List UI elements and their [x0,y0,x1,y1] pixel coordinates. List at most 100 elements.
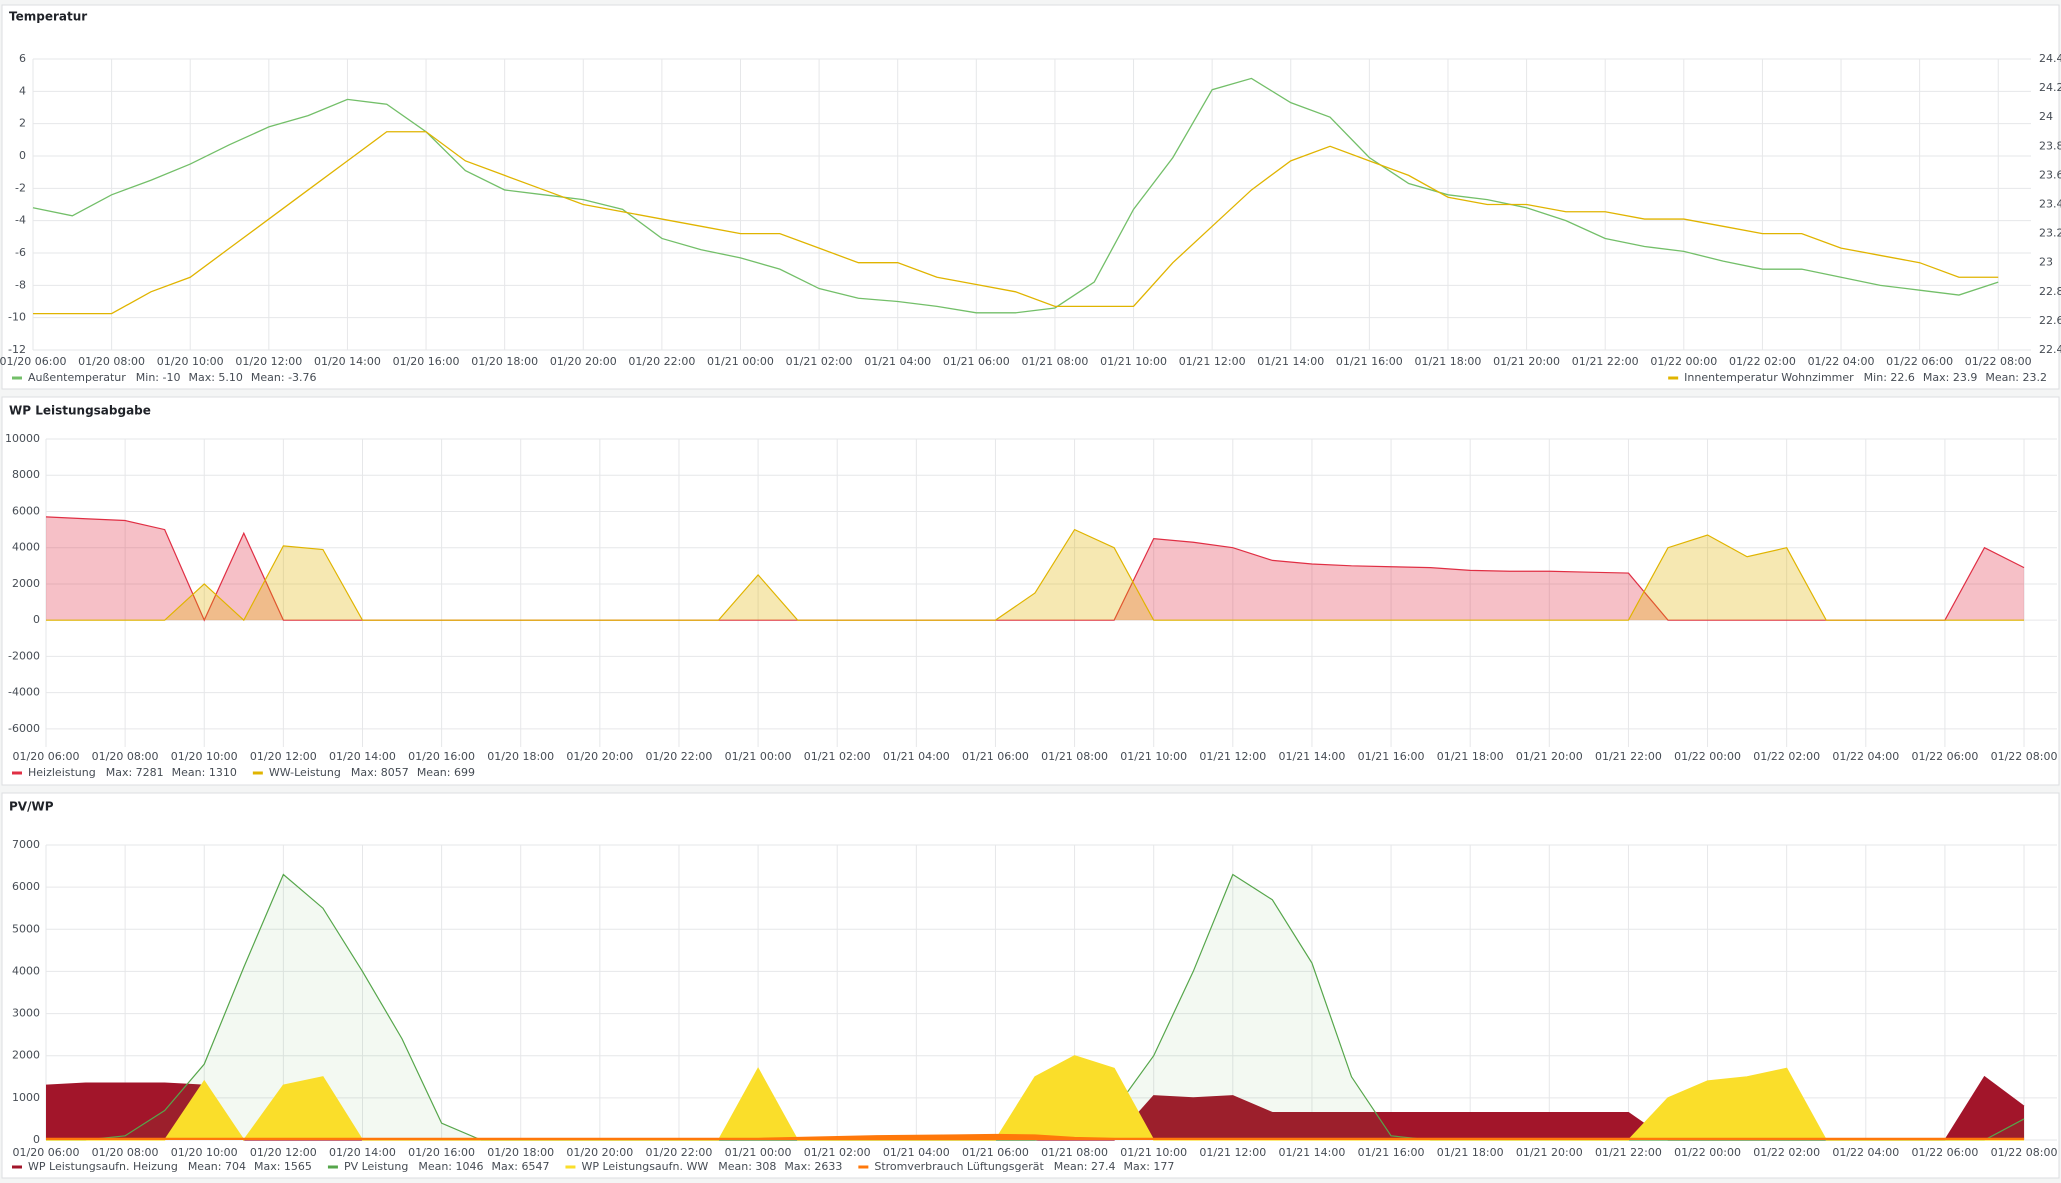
y2-tick-label: 23 [2039,256,2053,269]
x-tick-label: 01/22 00:00 [1674,1146,1741,1159]
x-tick-label: 01/21 12:00 [1179,355,1246,368]
y-tick-label: 3000 [12,1007,40,1020]
legend-stat: Min: 22.6 [1864,371,1915,384]
x-tick-label: 01/21 14:00 [1257,355,1324,368]
legend-stat: Max: 8057 [351,766,409,779]
x-tick-label: 01/21 20:00 [1516,1146,1583,1159]
panel [1,4,2060,390]
x-tick-label: 01/22 06:00 [1911,750,1978,763]
series-line [32,77,1999,314]
y-tick-label: 6000 [12,504,40,517]
y-tick-label: -4 [15,214,26,227]
legend-stat: Max: 23.9 [1923,371,1977,384]
series-area [46,1055,2025,1140]
x-tick-label: 01/20 16:00 [408,750,475,763]
legend-stat: Mean: 699 [417,766,475,779]
x-tick-label: 01/21 04:00 [883,1146,950,1159]
legend-stat: Max: 6547 [492,1160,550,1173]
y2-tick-label: 23.4 [2039,198,2061,211]
x-tick-label: 01/22 08:00 [1991,1146,2058,1159]
x-tick-label: 01/20 22:00 [646,750,713,763]
y-tick-label: 6 [19,52,26,65]
y-tick-label: 10000 [5,432,40,445]
x-tick-label: 01/21 16:00 [1358,750,1425,763]
x-tick-label: 01/21 02:00 [786,355,853,368]
x-tick-label: 01/20 08:00 [78,355,145,368]
x-tick-label: 01/22 02:00 [1753,1146,1820,1159]
legend-name: WW-Leistung [269,766,341,779]
x-tick-label: 01/21 22:00 [1595,750,1662,763]
panel-title: WP Leistungsabgabe [9,404,151,418]
legend-name: PV Leistung [344,1160,408,1173]
legend-stat: Max: 177 [1123,1160,1174,1173]
x-tick-label: 01/21 22:00 [1595,1146,1662,1159]
x-tick-label: 01/21 08:00 [1041,1146,1108,1159]
x-tick-label: 01/22 02:00 [1753,750,1820,763]
legend-item: WP Leistungsaufn. Heizung Mean: 704 Max: 1… [12,1160,312,1173]
y2-tick-label: 22.6 [2039,314,2061,327]
x-tick-label: 01/21 08:00 [1021,355,1088,368]
legend-item: Außentemperatur Min: -10 Max: 5.10 Mean: -3… [12,371,317,384]
y-tick-label: 0 [33,1133,40,1146]
x-tick-label: 01/20 18:00 [487,750,554,763]
x-tick-label: 01/22 06:00 [1886,355,1953,368]
x-tick-label: 01/20 18:00 [487,1146,554,1159]
legend-item: PV Leistung Mean: 1046 Max: 6547 [327,1160,550,1173]
y-tick-label: 5000 [12,922,40,935]
legend-name: Innentemperatur Wohnzimmer [1684,371,1854,384]
series-line [46,1133,2025,1139]
y-tick-label: -4000 [8,686,40,699]
legend-name: Außentemperatur [28,371,126,384]
series-line [33,131,1999,315]
y-tick-label: 7000 [12,838,40,851]
x-tick-label: 01/21 12:00 [1199,750,1266,763]
y2-tick-label: 22.8 [2039,285,2061,298]
x-tick-label: 01/20 14:00 [329,1146,396,1159]
y-tick-label: 4000 [12,964,40,977]
x-tick-label: 01/20 14:00 [314,355,381,368]
x-tick-label: 01/21 06:00 [962,1146,1029,1159]
x-tick-label: 01/20 12:00 [235,355,302,368]
legend-stat: Mean: 1310 [172,766,237,779]
x-tick-label: 01/20 10:00 [171,1146,238,1159]
x-tick-label: 01/21 18:00 [1437,750,1504,763]
x-tick-label: 01/21 22:00 [1572,355,1639,368]
x-tick-label: 01/21 02:00 [804,1146,871,1159]
y-tick-label: 4000 [12,541,40,554]
panel-title: PV/WP [9,800,54,814]
y-tick-label: -2 [15,181,26,194]
x-tick-label: 01/22 00:00 [1674,750,1741,763]
series-area [46,874,2025,1140]
legend-item: Heizleistung Max: 7281 Mean: 1310 [12,766,237,779]
legend-item: Innentemperatur Wohnzimmer Min: 22.6 Max: … [1668,371,2047,384]
y-tick-label: 1000 [12,1091,40,1104]
series-area [46,1076,2025,1140]
x-tick-label: 01/20 16:00 [408,1146,475,1159]
x-tick-label: 01/20 16:00 [393,355,460,368]
legend-stat: Max: 7281 [106,766,164,779]
x-tick-label: 01/20 06:00 [0,355,66,368]
legend-name: WP Leistungsaufn. Heizung [28,1160,178,1173]
x-tick-label: 01/20 20:00 [566,750,633,763]
x-tick-label: 01/21 00:00 [725,1146,792,1159]
x-tick-label: 01/21 02:00 [804,750,871,763]
legend-stat: Mean: 704 [188,1160,246,1173]
series-area [46,516,2025,621]
legend-stat: Max: 2633 [784,1160,842,1173]
x-tick-label: 01/20 10:00 [171,750,238,763]
y-tick-label: -8 [15,278,26,291]
x-tick-label: 01/20 06:00 [13,1146,80,1159]
y2-tick-label: 23.8 [2039,139,2061,152]
legend-name: Stromverbrauch Lüftungsgerät [874,1160,1044,1173]
series-area [46,529,2025,621]
legend-item: WW-Leistung Max: 8057 Mean: 699 [252,766,475,779]
x-tick-label: 01/21 10:00 [1100,355,1167,368]
y-tick-label: -2000 [8,649,40,662]
x-tick-label: 01/21 14:00 [1278,750,1345,763]
y2-tick-label: 24.4 [2039,52,2061,65]
y-tick-label: 4 [19,84,26,97]
x-tick-label: 01/22 04:00 [1832,1146,1899,1159]
x-tick-label: 01/21 06:00 [943,355,1010,368]
x-tick-label: 01/22 08:00 [1991,750,2058,763]
